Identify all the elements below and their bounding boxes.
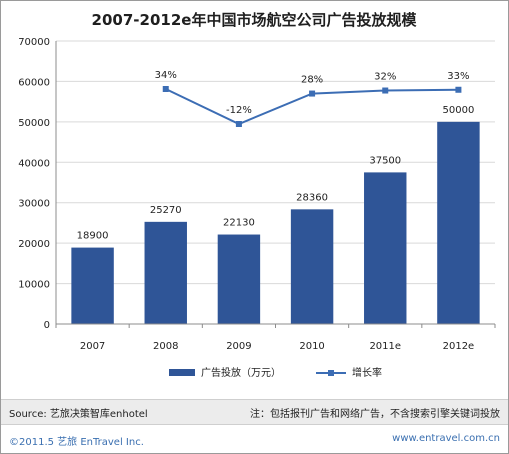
y-tick-label: 50000 — [18, 118, 50, 129]
note-text: 注：包括报刊广告和网络广告，不含搜索引擎关键词投放 — [250, 409, 500, 420]
bar-value-label: 28360 — [296, 192, 328, 203]
x-tick-label: 2007 — [80, 341, 105, 352]
y-tick-label: 10000 — [18, 280, 50, 291]
legend-line-label: 增长率 — [352, 366, 382, 379]
growth-point — [162, 86, 169, 92]
growth-point — [455, 86, 462, 93]
bar — [217, 234, 261, 324]
growth-point — [235, 121, 242, 127]
footer: ©2011.5 艺旅 EnTravel Inc. www.entravel.co… — [1, 431, 508, 451]
x-tick-label: 2010 — [299, 341, 324, 352]
bar-value-label: 18900 — [77, 231, 109, 242]
growth-label: 28% — [301, 75, 323, 86]
x-tick-label: 2009 — [226, 341, 251, 352]
y-axis: 0 10000 20000 30000 40000 50000 60000 70000 — [18, 37, 57, 331]
chart-title: 2007-2012e年中国市场航空公司广告投放规模 — [92, 11, 418, 29]
growth-label: -12% — [226, 105, 252, 116]
bar — [290, 209, 334, 324]
bar — [364, 172, 407, 324]
x-tick-label: 2012e — [443, 341, 475, 352]
y-tick-label: 70000 — [18, 37, 50, 48]
y-tick-label: 0 — [44, 320, 50, 331]
grid-lines — [56, 40, 495, 285]
x-tick-label: 2011e — [369, 341, 401, 352]
legend: 广告投放（万元） 增长率 — [169, 366, 382, 379]
bar-value-label: 50000 — [443, 105, 475, 116]
growth-point — [309, 90, 316, 97]
growth-line: 34% -12% 28% 32% 33% — [155, 70, 470, 127]
bar-value-label: 37500 — [369, 155, 401, 166]
source-bar: Source: 艺旅决策智库enhotel 注：包括报刊广告和网络广告，不含搜索… — [1, 399, 508, 425]
x-axis: 2007 2008 2009 2010 2011e 2012e — [55, 323, 496, 352]
growth-label: 33% — [447, 71, 469, 82]
y-tick-label: 60000 — [18, 77, 50, 88]
source-text: Source: 艺旅决策智库enhotel — [9, 409, 148, 420]
y-tick-label: 30000 — [18, 199, 50, 210]
bars: 18900 25270 22130 28360 37500 50000 — [71, 105, 480, 324]
y-tick-label: 20000 — [18, 239, 50, 250]
legend-bar-label: 广告投放（万元） — [201, 366, 281, 379]
chart-svg: 2007-2012e年中国市场航空公司广告投放规模 0 10000 20000 300… — [18, 11, 496, 379]
website-link[interactable]: www.entravel.com.cn — [392, 433, 500, 444]
legend-line-marker — [328, 370, 334, 376]
bar-value-label: 25270 — [150, 205, 182, 216]
bar-value-label: 22130 — [223, 218, 255, 229]
y-tick-label: 40000 — [18, 158, 50, 169]
x-tick-label: 2008 — [153, 341, 178, 352]
bar — [71, 247, 114, 324]
bar — [437, 121, 480, 324]
legend-bar-swatch — [169, 369, 195, 376]
bar — [144, 221, 187, 324]
growth-label: 32% — [374, 72, 396, 83]
growth-point — [382, 87, 389, 94]
growth-label: 34% — [155, 70, 177, 81]
copyright-text: ©2011.5 艺旅 EnTravel Inc. — [9, 437, 144, 448]
